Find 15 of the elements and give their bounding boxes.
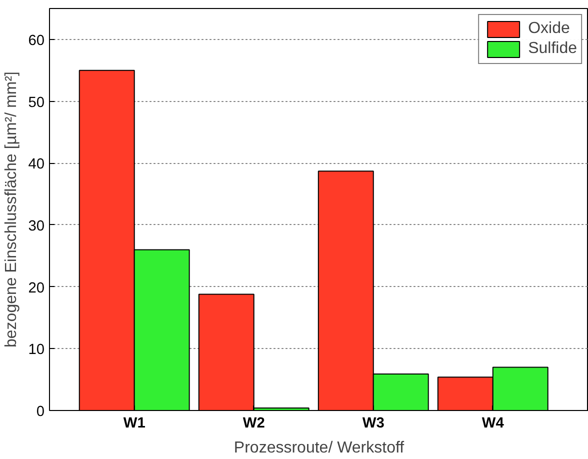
y-tick-label: 30: [28, 218, 45, 234]
x-tick-label: W3: [362, 416, 384, 432]
y-tick-label: 60: [28, 32, 45, 49]
y-tick-label: 40: [28, 156, 45, 173]
x-tick-label: W1: [123, 416, 146, 432]
y-axis-title: bezogene Einschlussfläche [µm²/ mm²]: [3, 71, 20, 348]
x-tick-label: W4: [482, 416, 505, 432]
x-tick-label: W2: [242, 416, 265, 432]
y-tick-label: 0: [36, 404, 45, 420]
y-tick-label: 50: [28, 94, 45, 111]
x-axis-title: Prozessroute/ Werkstoff: [234, 440, 405, 456]
legend-label: Sulfide: [528, 40, 577, 58]
legend-label: Oxide: [528, 20, 570, 38]
y-tick-label: 10: [28, 342, 45, 358]
y-tick-label: 20: [28, 280, 45, 296]
